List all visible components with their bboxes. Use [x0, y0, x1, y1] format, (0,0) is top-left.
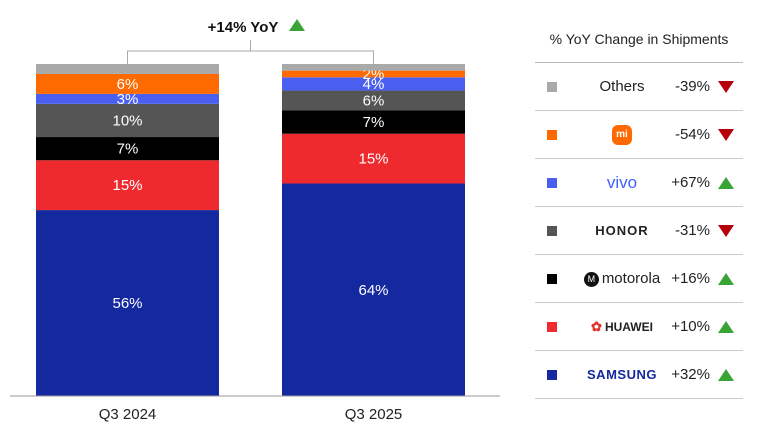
bar-segment-vivo [36, 93, 219, 104]
legend-swatch [547, 369, 557, 380]
data-label: 7% [363, 114, 385, 131]
legend-brand: Others [567, 78, 677, 95]
legend-swatch [547, 177, 557, 188]
brand-name: vivo [606, 172, 638, 192]
legend-brand: vivo [567, 173, 677, 193]
yoy-annotation: +14% YoY [208, 19, 279, 36]
brand-name: motorola [601, 270, 661, 287]
down-triangle-icon [718, 128, 734, 141]
data-label: 4% [363, 76, 385, 93]
bar-segment-motorola [282, 110, 465, 134]
bar-segment-others [282, 64, 465, 71]
brand-name: HUAWEI [604, 319, 653, 334]
legend-row: ✿ HUAWEI +10% [535, 303, 743, 351]
legend-swatch [547, 129, 557, 140]
legend-swatch [547, 81, 557, 92]
down-triangle-icon [718, 80, 734, 93]
legend-change: +67% [671, 174, 710, 191]
yoy-bracket [127, 40, 374, 64]
data-label: 10% [112, 112, 142, 129]
bar-segment-honor [36, 103, 219, 138]
legend-swatch [547, 273, 557, 284]
down-triangle-icon [718, 224, 734, 237]
legend-row: vivo +67% [535, 159, 743, 207]
bar-segment-honor [282, 90, 465, 111]
legend-row: HONOR -31% [535, 207, 743, 255]
legend-brand: HONOR [567, 223, 677, 238]
bar-segment-others [36, 64, 219, 74]
legend-change: -39% [674, 78, 710, 95]
data-label: 64% [358, 282, 388, 299]
x-tick-label: Q3 2024 [99, 406, 157, 423]
yoy-up-triangle-icon [289, 19, 305, 31]
legend-change: +16% [671, 270, 710, 287]
legend-brand: ✿ HUAWEI [567, 319, 677, 335]
legend-title: % YoY Change in Shipments [535, 14, 743, 63]
brand-name: SAMSUNG [587, 367, 657, 382]
legend-brand: SAMSUNG [567, 367, 677, 382]
brand-name: Others [599, 78, 645, 95]
up-triangle-icon [718, 320, 734, 333]
bar-segment-huawei [282, 133, 465, 184]
x-tick-label: Q3 2025 [345, 406, 403, 423]
legend-swatch [547, 321, 557, 332]
legend-table: % YoY Change in Shipments Others -39% mi -5… [535, 14, 743, 399]
data-label: 3% [117, 91, 139, 108]
data-label: 15% [112, 177, 142, 194]
up-triangle-icon [718, 272, 734, 285]
legend-change: +32% [671, 366, 710, 383]
data-label: 7% [117, 141, 139, 158]
bar-segment-samsung [282, 183, 465, 396]
bar-segment-samsung [36, 210, 219, 396]
legend-change: +10% [671, 318, 710, 335]
data-label: 15% [358, 151, 388, 168]
legend-change: -54% [674, 126, 710, 143]
data-label: 56% [112, 295, 142, 312]
up-triangle-icon [718, 368, 734, 381]
bar-segment-vivo [282, 77, 465, 91]
legend-swatch [547, 225, 557, 236]
data-label: 6% [117, 76, 139, 93]
legend-row: SAMSUNG +32% [535, 351, 743, 399]
bracket-line [127, 50, 374, 64]
bar-segment-xiaomi [282, 70, 465, 78]
bar-segment-xiaomi [36, 73, 219, 94]
legend-row: mi -54% [535, 111, 743, 159]
up-triangle-icon [718, 176, 734, 189]
bar-segment-motorola [36, 137, 219, 161]
xiaomi-logo-icon: mi [612, 125, 632, 145]
legend-brand: mi [567, 124, 677, 145]
data-label: 6% [363, 93, 385, 110]
legend-row: Others -39% [535, 63, 743, 111]
legend-change: -31% [674, 222, 710, 239]
brand-name: HONOR [595, 223, 649, 238]
huawei-logo-icon: ✿ [591, 318, 602, 334]
stacked-bar-chart: +14% YoY 56%15%7%10%3%6%64%15%7%6%4%2% Q… [10, 19, 500, 423]
bar-segment-huawei [36, 160, 219, 211]
motorola-logo-icon: M [583, 271, 599, 287]
